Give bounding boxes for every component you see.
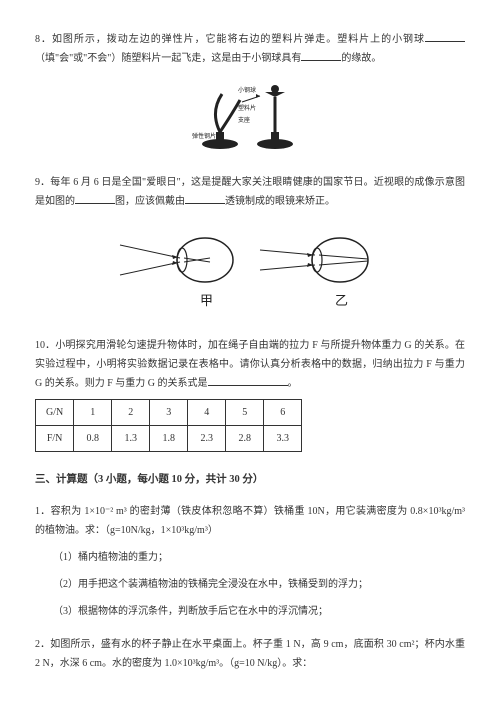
q10-part-b: 。 bbox=[288, 378, 298, 389]
f-cell: 1.3 bbox=[112, 426, 150, 452]
q10-text: 10．小明探究用滑轮匀速提升物体时，加在绳子自由端的拉力 F 与所提升物体重力 … bbox=[35, 336, 465, 393]
f-cell: 2.8 bbox=[226, 426, 264, 452]
g-cell: 5 bbox=[226, 400, 264, 426]
question-9: 9．每年 6 月 6 日是全国"爱眼日"，这是提醒大家关注眼睛健康的国家节日。近… bbox=[35, 173, 465, 211]
svg-text:小钢球: 小钢球 bbox=[238, 86, 256, 94]
svg-text:弹性钢片: 弹性钢片 bbox=[192, 132, 216, 140]
q9-part-b: 图，应该佩戴由 bbox=[115, 196, 185, 207]
q8-blank-1 bbox=[425, 31, 465, 42]
s3q1-sub1: （1）桶内植物油的重力； bbox=[53, 548, 465, 567]
header-f: F/N bbox=[36, 426, 74, 452]
header-g: G/N bbox=[36, 400, 74, 426]
f-cell: 1.8 bbox=[150, 426, 188, 452]
svg-text:塑料片: 塑料片 bbox=[238, 104, 256, 112]
caption-left: 甲 bbox=[200, 293, 213, 308]
q9-text: 9．每年 6 月 6 日是全国"爱眼日"，这是提醒大家关注眼睛健康的国家节日。近… bbox=[35, 173, 465, 211]
spring-apparatus-icon: 小钢球 塑料片 支座 弹性钢片 bbox=[190, 82, 310, 152]
s3q2-stem: 2．如图所示，盛有水的杯子静止在水平桌面上。杯子重 1 N，高 9 cm，底面积… bbox=[35, 635, 465, 673]
f-cell: 0.8 bbox=[74, 426, 112, 452]
q9-part-c: 透镜制成的眼镜来矫正。 bbox=[225, 196, 335, 207]
q9-figure: 甲 乙 bbox=[35, 225, 465, 322]
q10-blank bbox=[208, 375, 288, 386]
question-8: 8．如图所示，拨动左边的弹性片，它能将右边的塑料片弹走。塑料片上的小钢球 （填"会… bbox=[35, 30, 465, 68]
eye-optics-icon: 甲 乙 bbox=[110, 225, 390, 315]
f-cell: 3.3 bbox=[264, 426, 302, 452]
q8-part-b: （填"会"或"不会"）随塑料片一起飞走，这是由于小钢球具有 bbox=[35, 53, 301, 64]
g-cell: 2 bbox=[112, 400, 150, 426]
g-cell: 3 bbox=[150, 400, 188, 426]
f-cell: 2.3 bbox=[188, 426, 226, 452]
q8-part-c: 的缘故。 bbox=[341, 53, 381, 64]
s3q1-stem: 1．容积为 1×10⁻² m³ 的密封薄（铁皮体积忽略不算）铁桶重 10N，用它… bbox=[35, 502, 465, 540]
q8-text: 8．如图所示，拨动左边的弹性片，它能将右边的塑料片弹走。塑料片上的小钢球 （填"会… bbox=[35, 30, 465, 68]
table-row-f: F/N 0.8 1.3 1.8 2.3 2.8 3.3 bbox=[36, 426, 302, 452]
s3q1-sub2: （2）用手把这个装满植物油的铁桶完全浸没在水中，铁桶受到的浮力； bbox=[53, 575, 465, 594]
q8-part-a: 8．如图所示，拨动左边的弹性片，它能将右边的塑料片弹走。塑料片上的小钢球 bbox=[35, 34, 425, 45]
g-cell: 6 bbox=[264, 400, 302, 426]
table-row-g: G/N 1 2 3 4 5 6 bbox=[36, 400, 302, 426]
question-10: 10．小明探究用滑轮匀速提升物体时，加在绳子自由端的拉力 F 与所提升物体重力 … bbox=[35, 336, 465, 452]
q10-table: G/N 1 2 3 4 5 6 F/N 0.8 1.3 1.8 2.3 2.8 … bbox=[35, 399, 302, 452]
g-cell: 1 bbox=[74, 400, 112, 426]
q8-figure: 小钢球 塑料片 支座 弹性钢片 bbox=[35, 82, 465, 159]
q8-blank-2 bbox=[301, 50, 341, 61]
svg-text:支座: 支座 bbox=[238, 116, 250, 124]
section3-q1: 1．容积为 1×10⁻² m³ 的密封薄（铁皮体积忽略不算）铁桶重 10N，用它… bbox=[35, 502, 465, 621]
q9-blank-1 bbox=[75, 193, 115, 204]
section3-q2: 2．如图所示，盛有水的杯子静止在水平桌面上。杯子重 1 N，高 9 cm，底面积… bbox=[35, 635, 465, 673]
s3q1-sub3: （3）根据物体的浮沉条件，判断放手后它在水中的浮沉情况； bbox=[53, 602, 465, 621]
caption-right: 乙 bbox=[335, 293, 348, 308]
section-3-title: 三、计算题（3 小题，每小题 10 分，共计 30 分） bbox=[35, 470, 465, 490]
q9-blank-2 bbox=[185, 193, 225, 204]
g-cell: 4 bbox=[188, 400, 226, 426]
